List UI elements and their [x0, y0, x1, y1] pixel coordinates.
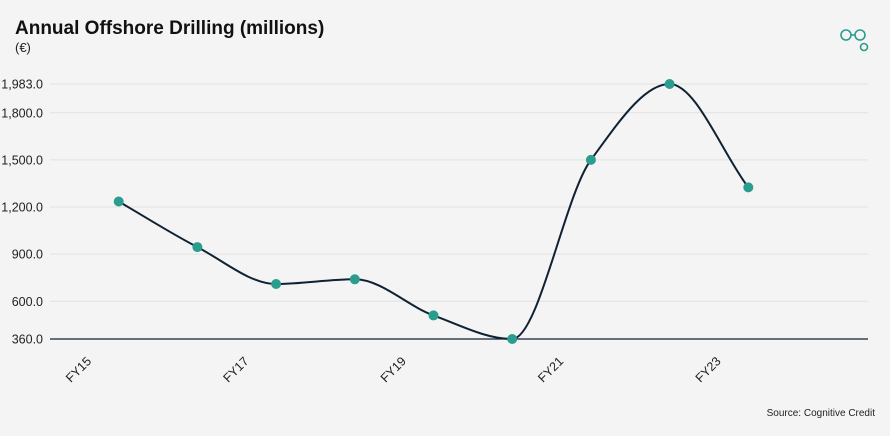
data-point[interactable] [113, 196, 124, 207]
x-axis: FY15 FY17 FY19 FY21 FY23 [63, 354, 724, 385]
x-tick-label: FY23 [693, 354, 724, 385]
data-point[interactable] [585, 154, 596, 165]
y-tick-label: 360.0 [12, 333, 43, 347]
data-point[interactable] [271, 279, 282, 290]
y-tick-label: 1,983.0 [1, 78, 43, 92]
data-point[interactable] [664, 79, 675, 89]
x-tick-label: FY17 [220, 354, 251, 385]
grid-lines [50, 83, 868, 340]
y-tick-label: 1,200.0 [1, 201, 43, 215]
brand-logo-icon [840, 29, 869, 52]
y-tick-label: 600.0 [12, 295, 43, 309]
y-tick-label: 1,500.0 [1, 153, 43, 167]
data-point[interactable] [428, 310, 439, 321]
y-axis: 360.0 600.0 900.0 1,200.0 1,500.0 1,800.0 1,98… [1, 78, 43, 347]
x-tick-label: FY19 [378, 354, 409, 385]
data-point[interactable] [192, 242, 203, 253]
y-tick-label: 1,800.0 [1, 106, 43, 120]
chart-title: Annual Offshore Drilling (millions) [15, 18, 325, 39]
series-line [118, 82, 750, 341]
chart-subtitle: (€) [15, 40, 31, 55]
x-tick-label: FY15 [63, 354, 94, 385]
x-tick-label: FY21 [535, 354, 566, 385]
data-points [113, 79, 754, 344]
source-note: Source: Cognitive Credit [766, 408, 875, 419]
data-point[interactable] [743, 182, 754, 193]
data-point[interactable] [507, 334, 518, 344]
y-tick-label: 900.0 [12, 248, 43, 262]
data-point[interactable] [349, 274, 360, 285]
